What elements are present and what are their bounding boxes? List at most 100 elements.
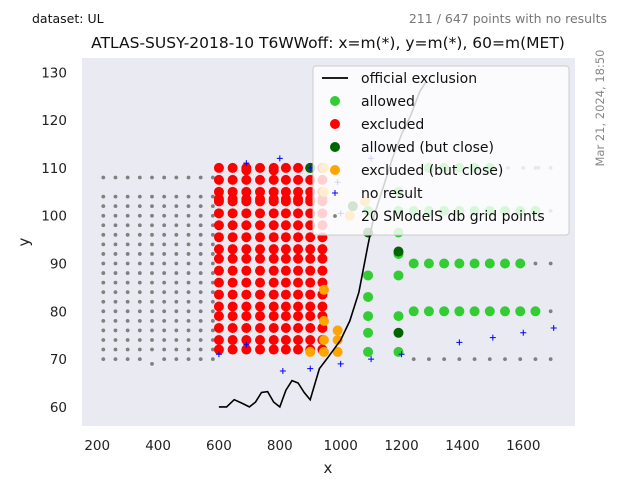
excluded-point bbox=[227, 277, 238, 288]
20-smodels-db-grid-points-point bbox=[137, 194, 142, 199]
excluded-point bbox=[268, 165, 279, 176]
20-smodels-db-grid-points-point bbox=[186, 299, 191, 304]
excluded-point bbox=[280, 301, 291, 312]
20-smodels-db-grid-points-point bbox=[210, 299, 215, 304]
20-smodels-db-grid-points-point bbox=[548, 357, 553, 361]
excluded-point bbox=[293, 253, 304, 264]
excluded-point bbox=[227, 344, 238, 355]
excluded-point bbox=[293, 301, 304, 312]
excluded-point bbox=[255, 323, 266, 334]
excluded-point bbox=[293, 344, 304, 355]
20-smodels-db-grid-points-point bbox=[162, 204, 167, 209]
20-smodels-db-grid-points-point bbox=[101, 299, 106, 304]
20-smodels-db-grid-points-point bbox=[125, 299, 130, 304]
20-smodels-db-grid-points-point bbox=[150, 175, 154, 180]
20-smodels-db-grid-points-point bbox=[210, 338, 215, 342]
20-smodels-db-grid-points-point bbox=[162, 347, 167, 352]
20-smodels-db-grid-points-point bbox=[150, 232, 154, 237]
excluded-point bbox=[255, 208, 266, 219]
20-smodels-db-grid-points-point bbox=[150, 271, 154, 275]
x-tick-label: 1200 bbox=[384, 438, 418, 454]
20-smodels-db-grid-points-point bbox=[125, 232, 130, 237]
20-smodels-db-grid-points-point bbox=[150, 299, 154, 304]
20-smodels-db-grid-points-point bbox=[198, 213, 203, 218]
excluded-point bbox=[213, 232, 224, 243]
20-smodels-db-grid-points-point bbox=[198, 328, 203, 333]
20-smodels-db-grid-points-point bbox=[186, 309, 191, 314]
20-smodels-db-grid-points-point bbox=[186, 328, 191, 333]
20-smodels-db-grid-points-point bbox=[137, 338, 142, 342]
20-smodels-db-grid-points-point bbox=[198, 252, 203, 256]
20-smodels-db-grid-points-point bbox=[162, 271, 167, 275]
20-smodels-db-grid-points-point bbox=[174, 280, 179, 285]
allowed-point bbox=[423, 258, 434, 269]
20-smodels-db-grid-points-point bbox=[150, 290, 154, 295]
excluded-point bbox=[213, 334, 224, 345]
20-smodels-db-grid-points-point bbox=[198, 280, 203, 285]
excluded-but-close-point bbox=[318, 315, 329, 326]
20-smodels-db-grid-points-point bbox=[150, 309, 154, 314]
20-smodels-db-grid-points-point bbox=[198, 175, 203, 180]
20-smodels-db-grid-points-point bbox=[137, 357, 142, 361]
excluded-point bbox=[317, 244, 328, 255]
excluded-point bbox=[213, 289, 224, 300]
20-smodels-db-grid-points-point bbox=[174, 175, 179, 180]
20-smodels-db-grid-points-point bbox=[186, 290, 191, 295]
20-smodels-db-grid-points-point bbox=[125, 357, 130, 361]
excluded-point bbox=[268, 311, 279, 322]
20-smodels-db-grid-points-point bbox=[198, 290, 203, 295]
excluded-point bbox=[305, 232, 316, 243]
20-smodels-db-grid-points-point bbox=[198, 242, 203, 247]
20-smodels-db-grid-points-point bbox=[162, 280, 167, 285]
allowed-point bbox=[393, 270, 404, 281]
legend-marker bbox=[330, 165, 340, 175]
excluded-point bbox=[213, 186, 224, 197]
20-smodels-db-grid-points-point bbox=[101, 309, 106, 314]
20-smodels-db-grid-points-point bbox=[113, 261, 118, 266]
20-smodels-db-grid-points-point bbox=[174, 271, 179, 275]
20-smodels-db-grid-points-point bbox=[113, 299, 118, 304]
allowed-but-close-point bbox=[393, 327, 404, 338]
excluded-point bbox=[305, 253, 316, 264]
20-smodels-db-grid-points-point bbox=[113, 328, 118, 333]
20-smodels-db-grid-points-point bbox=[125, 271, 130, 275]
excluded-point bbox=[227, 208, 238, 219]
20-smodels-db-grid-points-point bbox=[125, 261, 130, 266]
excluded-point bbox=[255, 162, 266, 173]
excluded-point bbox=[227, 265, 238, 276]
excluded-point bbox=[293, 289, 304, 300]
20-smodels-db-grid-points-point bbox=[101, 357, 106, 361]
20-smodels-db-grid-points-point bbox=[548, 309, 553, 314]
x-axis-label: x bbox=[323, 459, 333, 477]
20-smodels-db-grid-points-point bbox=[125, 338, 130, 342]
excluded-point bbox=[280, 186, 291, 197]
20-smodels-db-grid-points-point bbox=[210, 232, 215, 237]
allowed-point bbox=[500, 306, 511, 317]
excluded-point bbox=[241, 232, 252, 243]
20-smodels-db-grid-points-point bbox=[174, 309, 179, 314]
allowed-point bbox=[408, 258, 419, 269]
20-smodels-db-grid-points-point bbox=[150, 204, 154, 209]
no-result-point bbox=[337, 360, 344, 367]
20-smodels-db-grid-points-point bbox=[150, 213, 154, 218]
excluded-point bbox=[241, 165, 252, 176]
x-tick-label: 1600 bbox=[506, 438, 540, 454]
20-smodels-db-grid-points-point bbox=[137, 328, 142, 333]
20-smodels-db-grid-points-point bbox=[198, 194, 203, 199]
20-smodels-db-grid-points-point bbox=[137, 347, 142, 352]
20-smodels-db-grid-points-point bbox=[210, 175, 215, 180]
excluded-point bbox=[255, 334, 266, 345]
20-smodels-db-grid-points-point bbox=[186, 261, 191, 266]
allowed-point bbox=[408, 306, 419, 317]
20-smodels-db-grid-points-point bbox=[186, 338, 191, 342]
20-smodels-db-grid-points-point bbox=[162, 299, 167, 304]
20-smodels-db-grid-points-point bbox=[101, 271, 106, 275]
20-smodels-db-grid-points-point bbox=[174, 261, 179, 266]
legend-marker bbox=[330, 119, 340, 129]
20-smodels-db-grid-points-point bbox=[162, 357, 167, 361]
20-smodels-db-grid-points-point bbox=[125, 318, 130, 323]
excluded-point bbox=[213, 277, 224, 288]
20-smodels-db-grid-points-point bbox=[427, 357, 431, 361]
excluded-point bbox=[280, 277, 291, 288]
excluded-point bbox=[241, 265, 252, 276]
